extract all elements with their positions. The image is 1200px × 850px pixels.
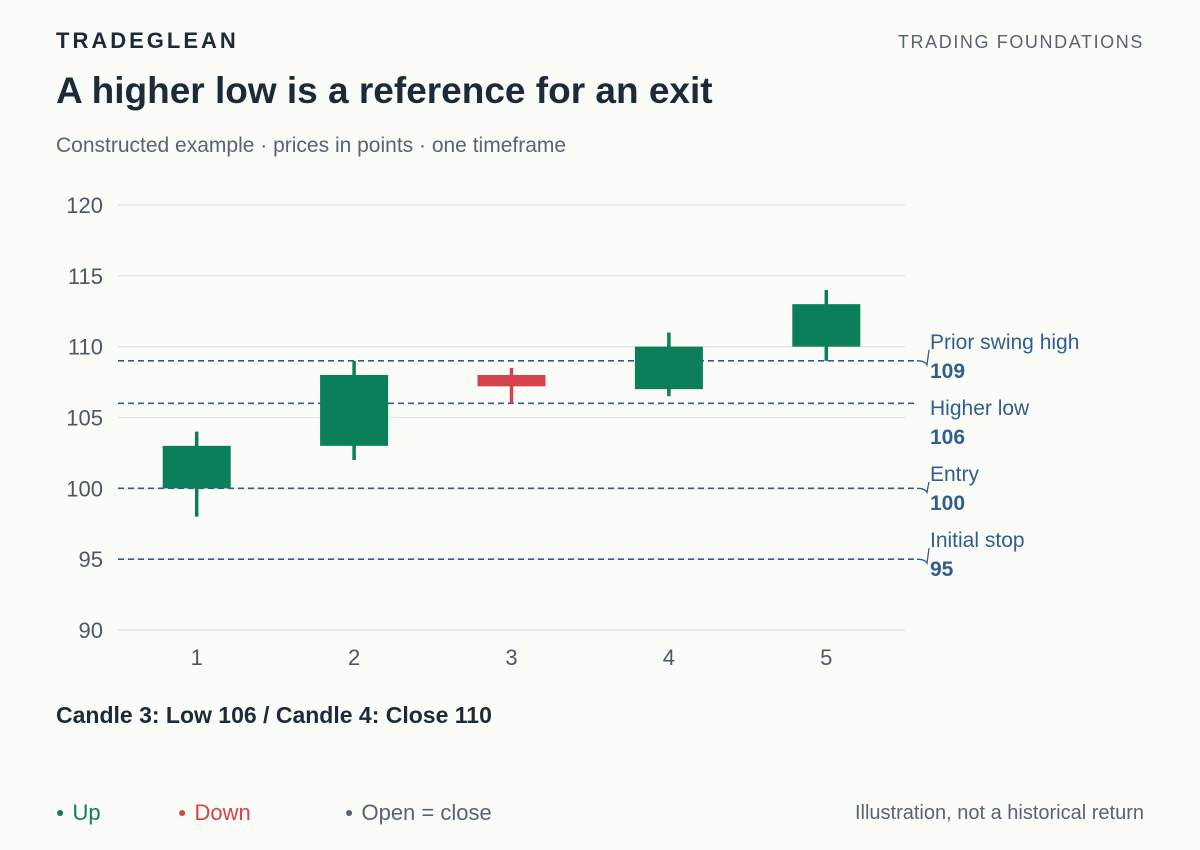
reference-leader	[916, 349, 930, 368]
candlestick-chart: 90 95 100 105 110 115 120 1 2 3 4 5 Prior swing high…	[66, 193, 1079, 670]
legend-label-up: Up	[72, 800, 101, 825]
candle-body	[320, 375, 389, 446]
candle-body	[792, 304, 861, 347]
y-tick-label: 100	[66, 476, 103, 501]
reference-lines	[118, 349, 930, 566]
reference-value: 100	[930, 492, 965, 515]
x-tick-label: 1	[191, 645, 203, 670]
page-subtitle: Constructed example · prices in points ·…	[56, 134, 567, 157]
x-tick-label: 2	[348, 645, 360, 670]
reference-label: Prior swing high	[930, 331, 1079, 354]
chart-annotation: Candle 3: Low 106 / Candle 4: Close 110	[56, 702, 492, 728]
reference-leader	[916, 548, 930, 566]
x-tick-label: 5	[820, 645, 832, 670]
reference-value: 109	[930, 360, 965, 383]
candles	[162, 290, 861, 517]
candle-body	[634, 346, 703, 390]
legend-dot-down-icon: ●	[178, 804, 187, 820]
reference-value: 95	[930, 558, 954, 581]
reference-label: Higher low	[930, 397, 1030, 420]
legend-item-down: ● Down	[178, 800, 345, 826]
reference-value: 106	[930, 426, 965, 449]
candle-body	[162, 445, 231, 489]
candle-body	[477, 375, 546, 387]
page-title: A higher low is a reference for an exit	[56, 70, 713, 111]
brand-logo: TRADEGLEAN	[56, 28, 239, 53]
legend-item-flat: ● Open = close	[345, 800, 492, 826]
reference-label: Initial stop	[930, 529, 1025, 552]
axis-labels: 90 95 100 105 110 115 120 1 2 3 4 5 Prior swing high…	[66, 193, 1079, 670]
legend-dot-up-icon: ●	[56, 804, 65, 820]
legend-dot-flat-icon: ●	[345, 804, 354, 820]
x-tick-label: 4	[663, 645, 675, 670]
y-tick-label: 95	[79, 547, 103, 572]
legend: ● Up ● Down ● Open = close	[56, 800, 492, 826]
y-tick-label: 115	[68, 264, 103, 289]
y-tick-label: 110	[68, 335, 103, 360]
disclaimer: Illustration, not a historical return	[854, 802, 1144, 824]
y-tick-label: 105	[66, 406, 103, 431]
legend-label-flat: Open = close	[361, 800, 492, 825]
reference-label: Entry	[930, 463, 980, 486]
y-tick-label: 120	[66, 193, 103, 218]
x-tick-label: 3	[505, 645, 517, 670]
reference-leader	[916, 481, 930, 495]
y-tick-label: 90	[79, 618, 103, 643]
legend-label-down: Down	[194, 800, 251, 825]
grid-layer	[118, 204, 905, 631]
section-label: TRADING FOUNDATIONS	[897, 32, 1144, 52]
legend-item-up: ● Up	[56, 800, 178, 826]
